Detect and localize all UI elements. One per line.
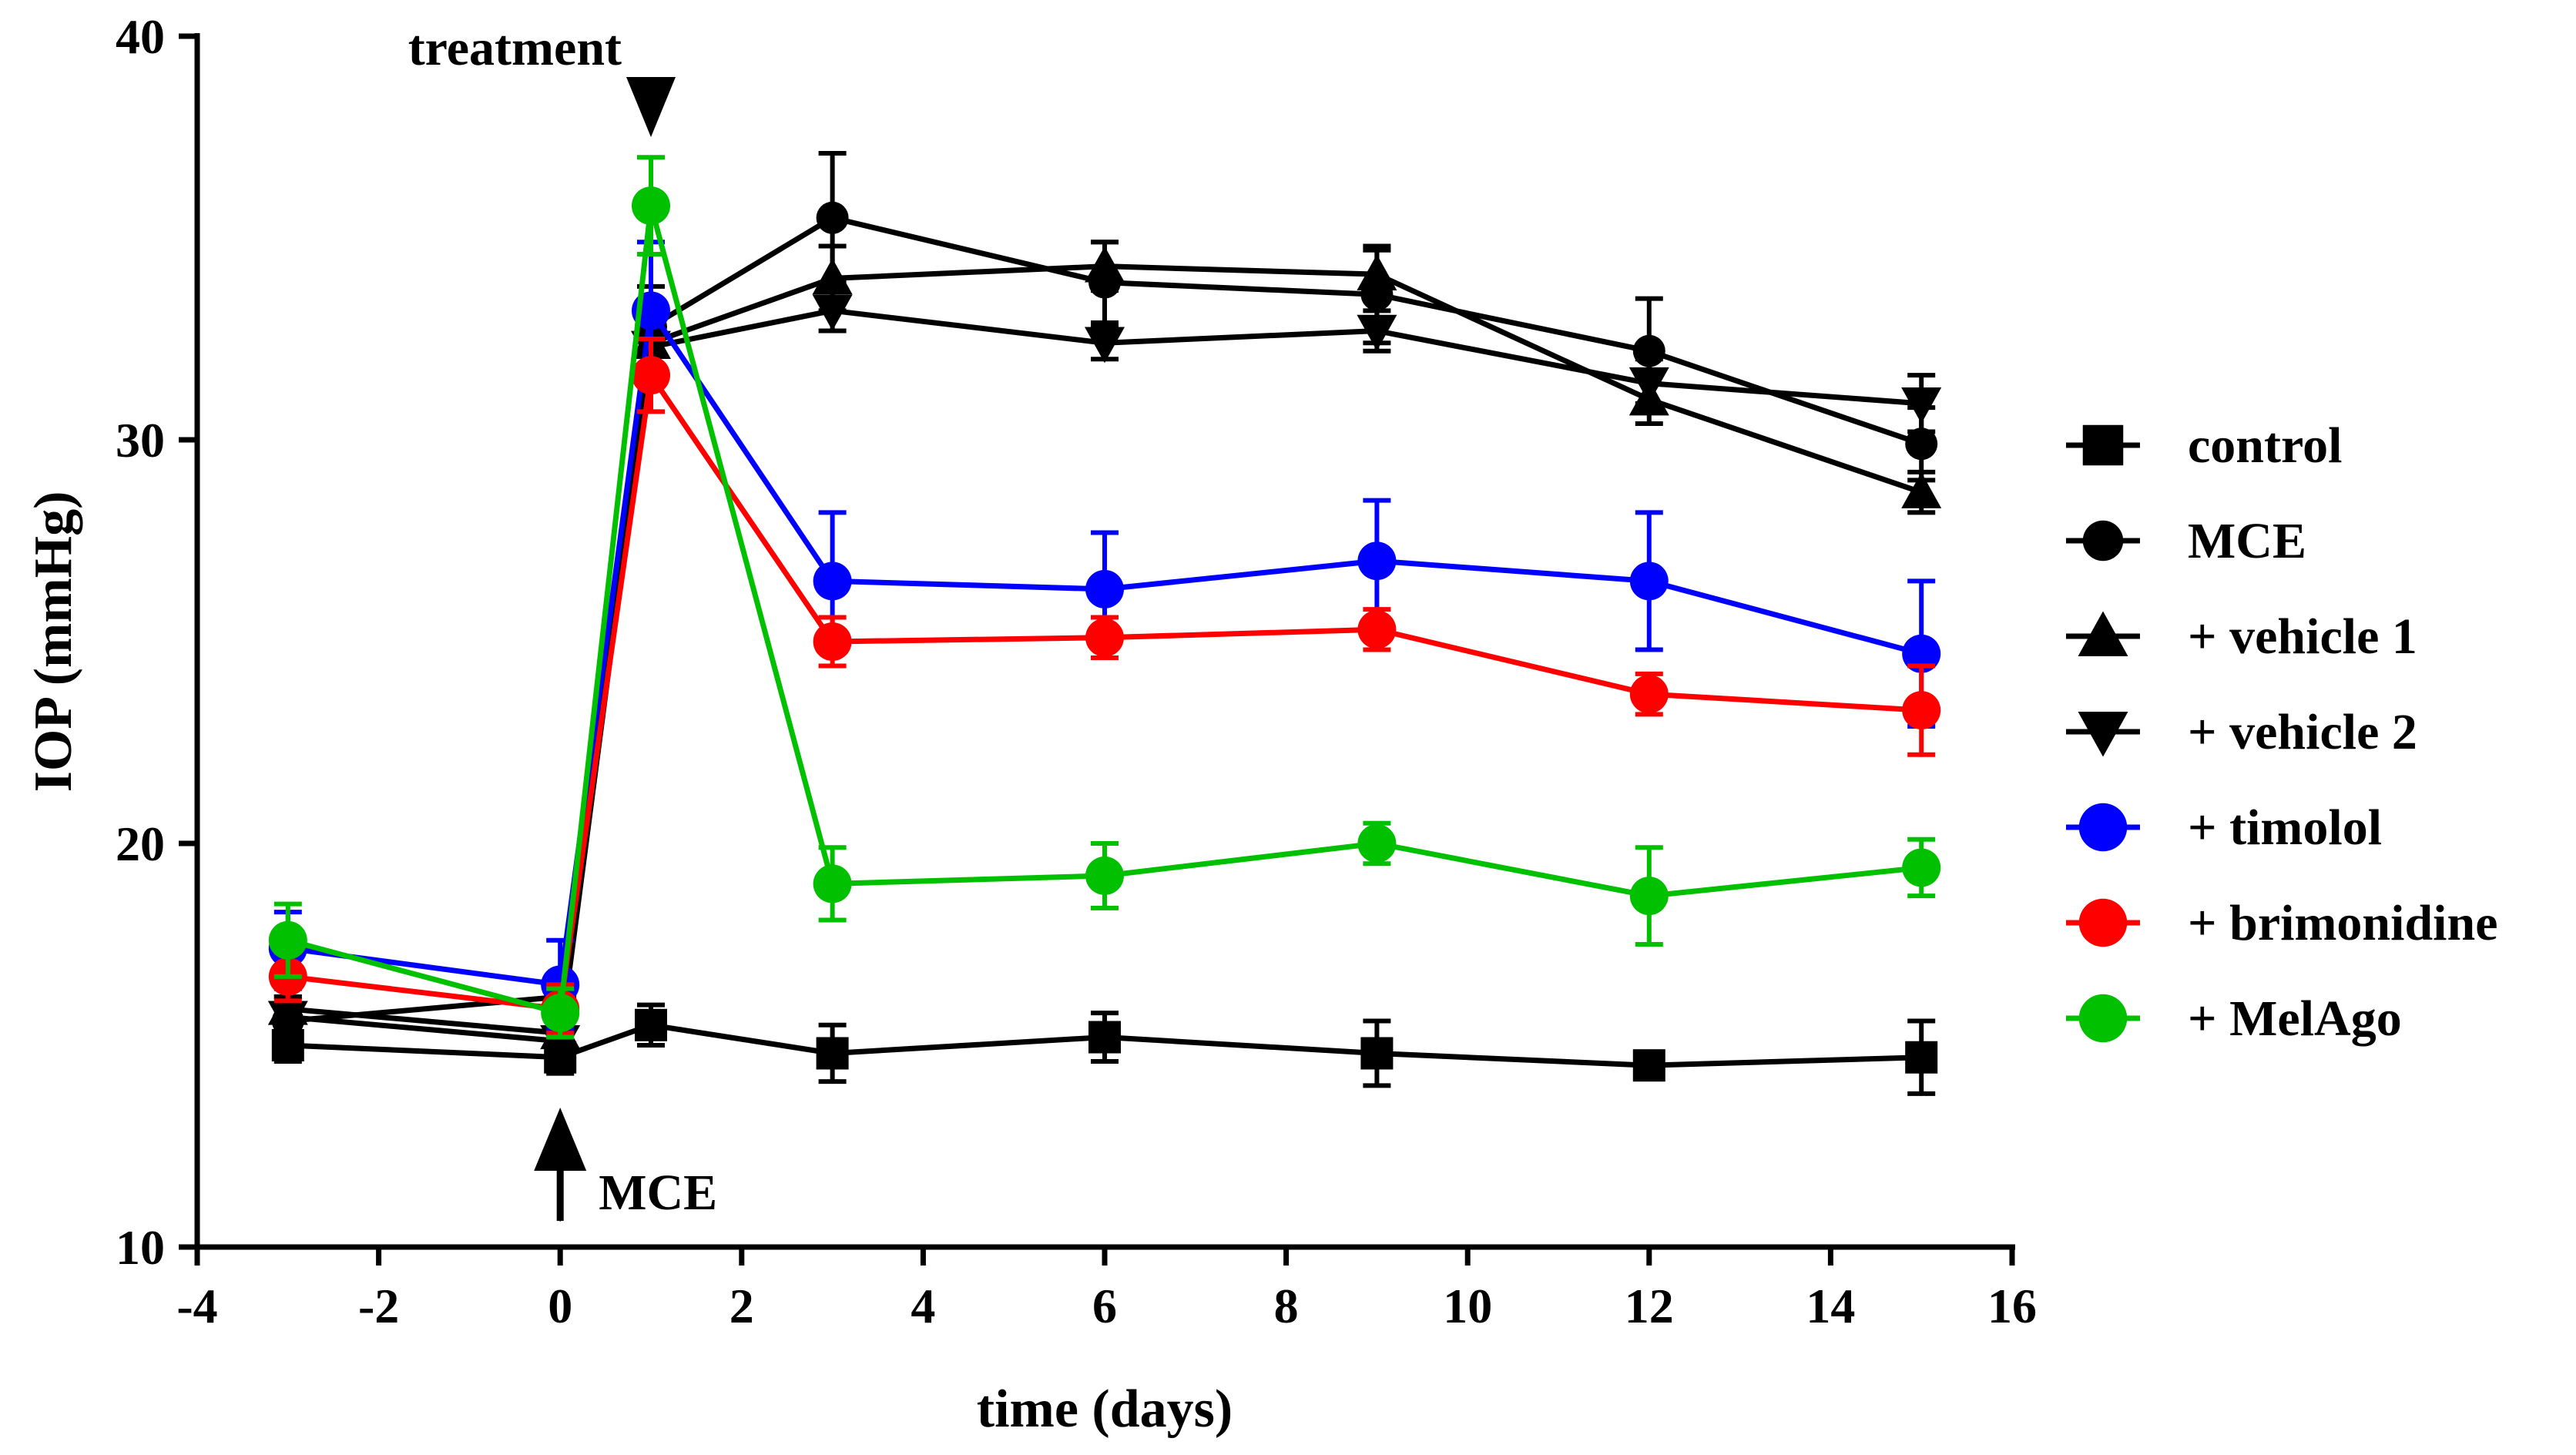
data-point-melago	[632, 186, 670, 226]
series-layer	[267, 150, 1942, 1096]
data-point-vehicle-2	[812, 294, 853, 331]
data-point-vehicle-2	[1628, 367, 1669, 404]
series-brimonidine	[268, 337, 1941, 1036]
legend-item-vehicle-1: + vehicle 1	[2066, 608, 2417, 665]
data-point-melago	[1629, 877, 1669, 916]
data-point-timolol	[1085, 569, 1124, 608]
data-point-timolol	[813, 562, 852, 601]
x-tick-label: 2	[730, 1279, 754, 1333]
data-point-brimonidine	[1629, 675, 1669, 714]
legend-item-vehicle-2: + vehicle 2	[2066, 704, 2417, 760]
data-point-control	[1905, 1041, 1938, 1074]
legend-marker-brimonidine	[2078, 898, 2128, 947]
data-point-vehicle-2	[1357, 314, 1397, 351]
data-point-vehicle-2	[1901, 387, 1942, 424]
series-line-vehicle-2	[287, 307, 1922, 1044]
data-point-brimonidine	[813, 622, 852, 661]
x-tick-label: 4	[911, 1279, 935, 1333]
legend-marker-vehicle-1	[2078, 611, 2128, 656]
treatment-label: treatment	[408, 20, 622, 76]
data-point-vehicle-1	[1901, 472, 1942, 508]
legend: control MCE + vehicle 1 + vehicle 2 + timolo…	[2066, 417, 2498, 1047]
legend-label-vehicle-2: + vehicle 2	[2188, 704, 2417, 760]
y-tick-label: 20	[116, 816, 165, 871]
treatment-marker	[626, 77, 676, 137]
legend-item-brimonidine: + brimonidine	[2066, 895, 2498, 951]
data-point-melago	[1357, 824, 1397, 863]
x-tick-label: 16	[1987, 1279, 2037, 1333]
legend-item-timolol: + timolol	[2066, 800, 2382, 856]
data-point-mce	[1905, 427, 1938, 461]
data-point-vehicle-1	[1357, 254, 1397, 290]
x-tick-label: 6	[1092, 1279, 1117, 1333]
x-tick-label: 14	[1806, 1279, 1855, 1333]
legend-marker-timolol	[2078, 803, 2128, 852]
x-tick-label: 10	[1443, 1279, 1492, 1333]
series-melago	[268, 155, 1941, 1040]
legend-marker-control	[2082, 424, 2124, 466]
legend-label-melago: + MelAgo	[2188, 991, 2402, 1047]
data-point-control	[816, 1037, 849, 1070]
data-point-mce	[816, 201, 849, 234]
legend-item-control: control	[2066, 417, 2342, 474]
y-tick-label: 10	[116, 1220, 165, 1275]
data-point-timolol	[1629, 562, 1669, 601]
legend-label-timolol: + timolol	[2188, 800, 2382, 856]
legend-marker-mce	[2082, 520, 2124, 562]
data-point-control	[1360, 1037, 1394, 1070]
series-line-melago	[287, 203, 1922, 1016]
data-point-timolol	[1357, 541, 1397, 581]
data-point-brimonidine	[632, 356, 670, 395]
x-axis-title: time (days)	[977, 1380, 1233, 1439]
legend-label-control: control	[2188, 417, 2342, 474]
x-tick-label: 8	[1274, 1279, 1299, 1333]
data-point-vehicle-2	[267, 1001, 308, 1038]
y-axis-title: IOP (mmHg)	[24, 491, 83, 793]
x-tick-label: -2	[358, 1279, 399, 1333]
legend-marker-vehicle-2	[2078, 712, 2128, 757]
x-tick-label: 0	[548, 1279, 572, 1333]
series-vehicle-2	[267, 288, 1942, 1064]
data-point-melago	[1902, 848, 1941, 887]
data-point-control	[1088, 1021, 1121, 1054]
data-point-brimonidine	[1902, 691, 1941, 730]
legend-item-mce: MCE	[2066, 513, 2306, 569]
legend-marker-melago	[2078, 994, 2128, 1043]
x-tick-label: -4	[176, 1279, 217, 1333]
axes: -4 -2 0 2 4 6 8 10 12 14 16 10 20 30 40	[116, 9, 2037, 1333]
data-point-melago	[541, 994, 580, 1033]
legend-label-mce: MCE	[2188, 513, 2306, 569]
data-point-timolol	[1902, 634, 1941, 673]
legend-item-melago: + MelAgo	[2066, 991, 2402, 1047]
x-tick-label: 12	[1625, 1279, 1674, 1333]
mce-label: MCE	[599, 1165, 717, 1221]
data-point-brimonidine	[1357, 610, 1397, 649]
y-tick-label: 40	[116, 9, 165, 64]
data-point-control	[635, 1008, 667, 1041]
y-tick-label: 30	[116, 413, 165, 468]
data-point-melago	[268, 920, 307, 960]
mce-arrow-head	[534, 1108, 587, 1171]
legend-label-brimonidine: + brimonidine	[2188, 895, 2498, 951]
data-point-melago	[813, 864, 852, 904]
data-point-vehicle-1	[812, 258, 853, 295]
data-point-vehicle-1	[1085, 246, 1125, 283]
series-line-brimonidine	[287, 372, 1922, 1012]
data-point-control	[1632, 1049, 1665, 1082]
data-point-brimonidine	[1085, 618, 1124, 657]
data-point-vehicle-2	[1085, 327, 1125, 364]
data-point-melago	[1085, 856, 1124, 895]
annotations: treatment MCE	[408, 20, 717, 1222]
series-control	[271, 1002, 1938, 1096]
legend-label-vehicle-1: + vehicle 1	[2188, 608, 2417, 665]
